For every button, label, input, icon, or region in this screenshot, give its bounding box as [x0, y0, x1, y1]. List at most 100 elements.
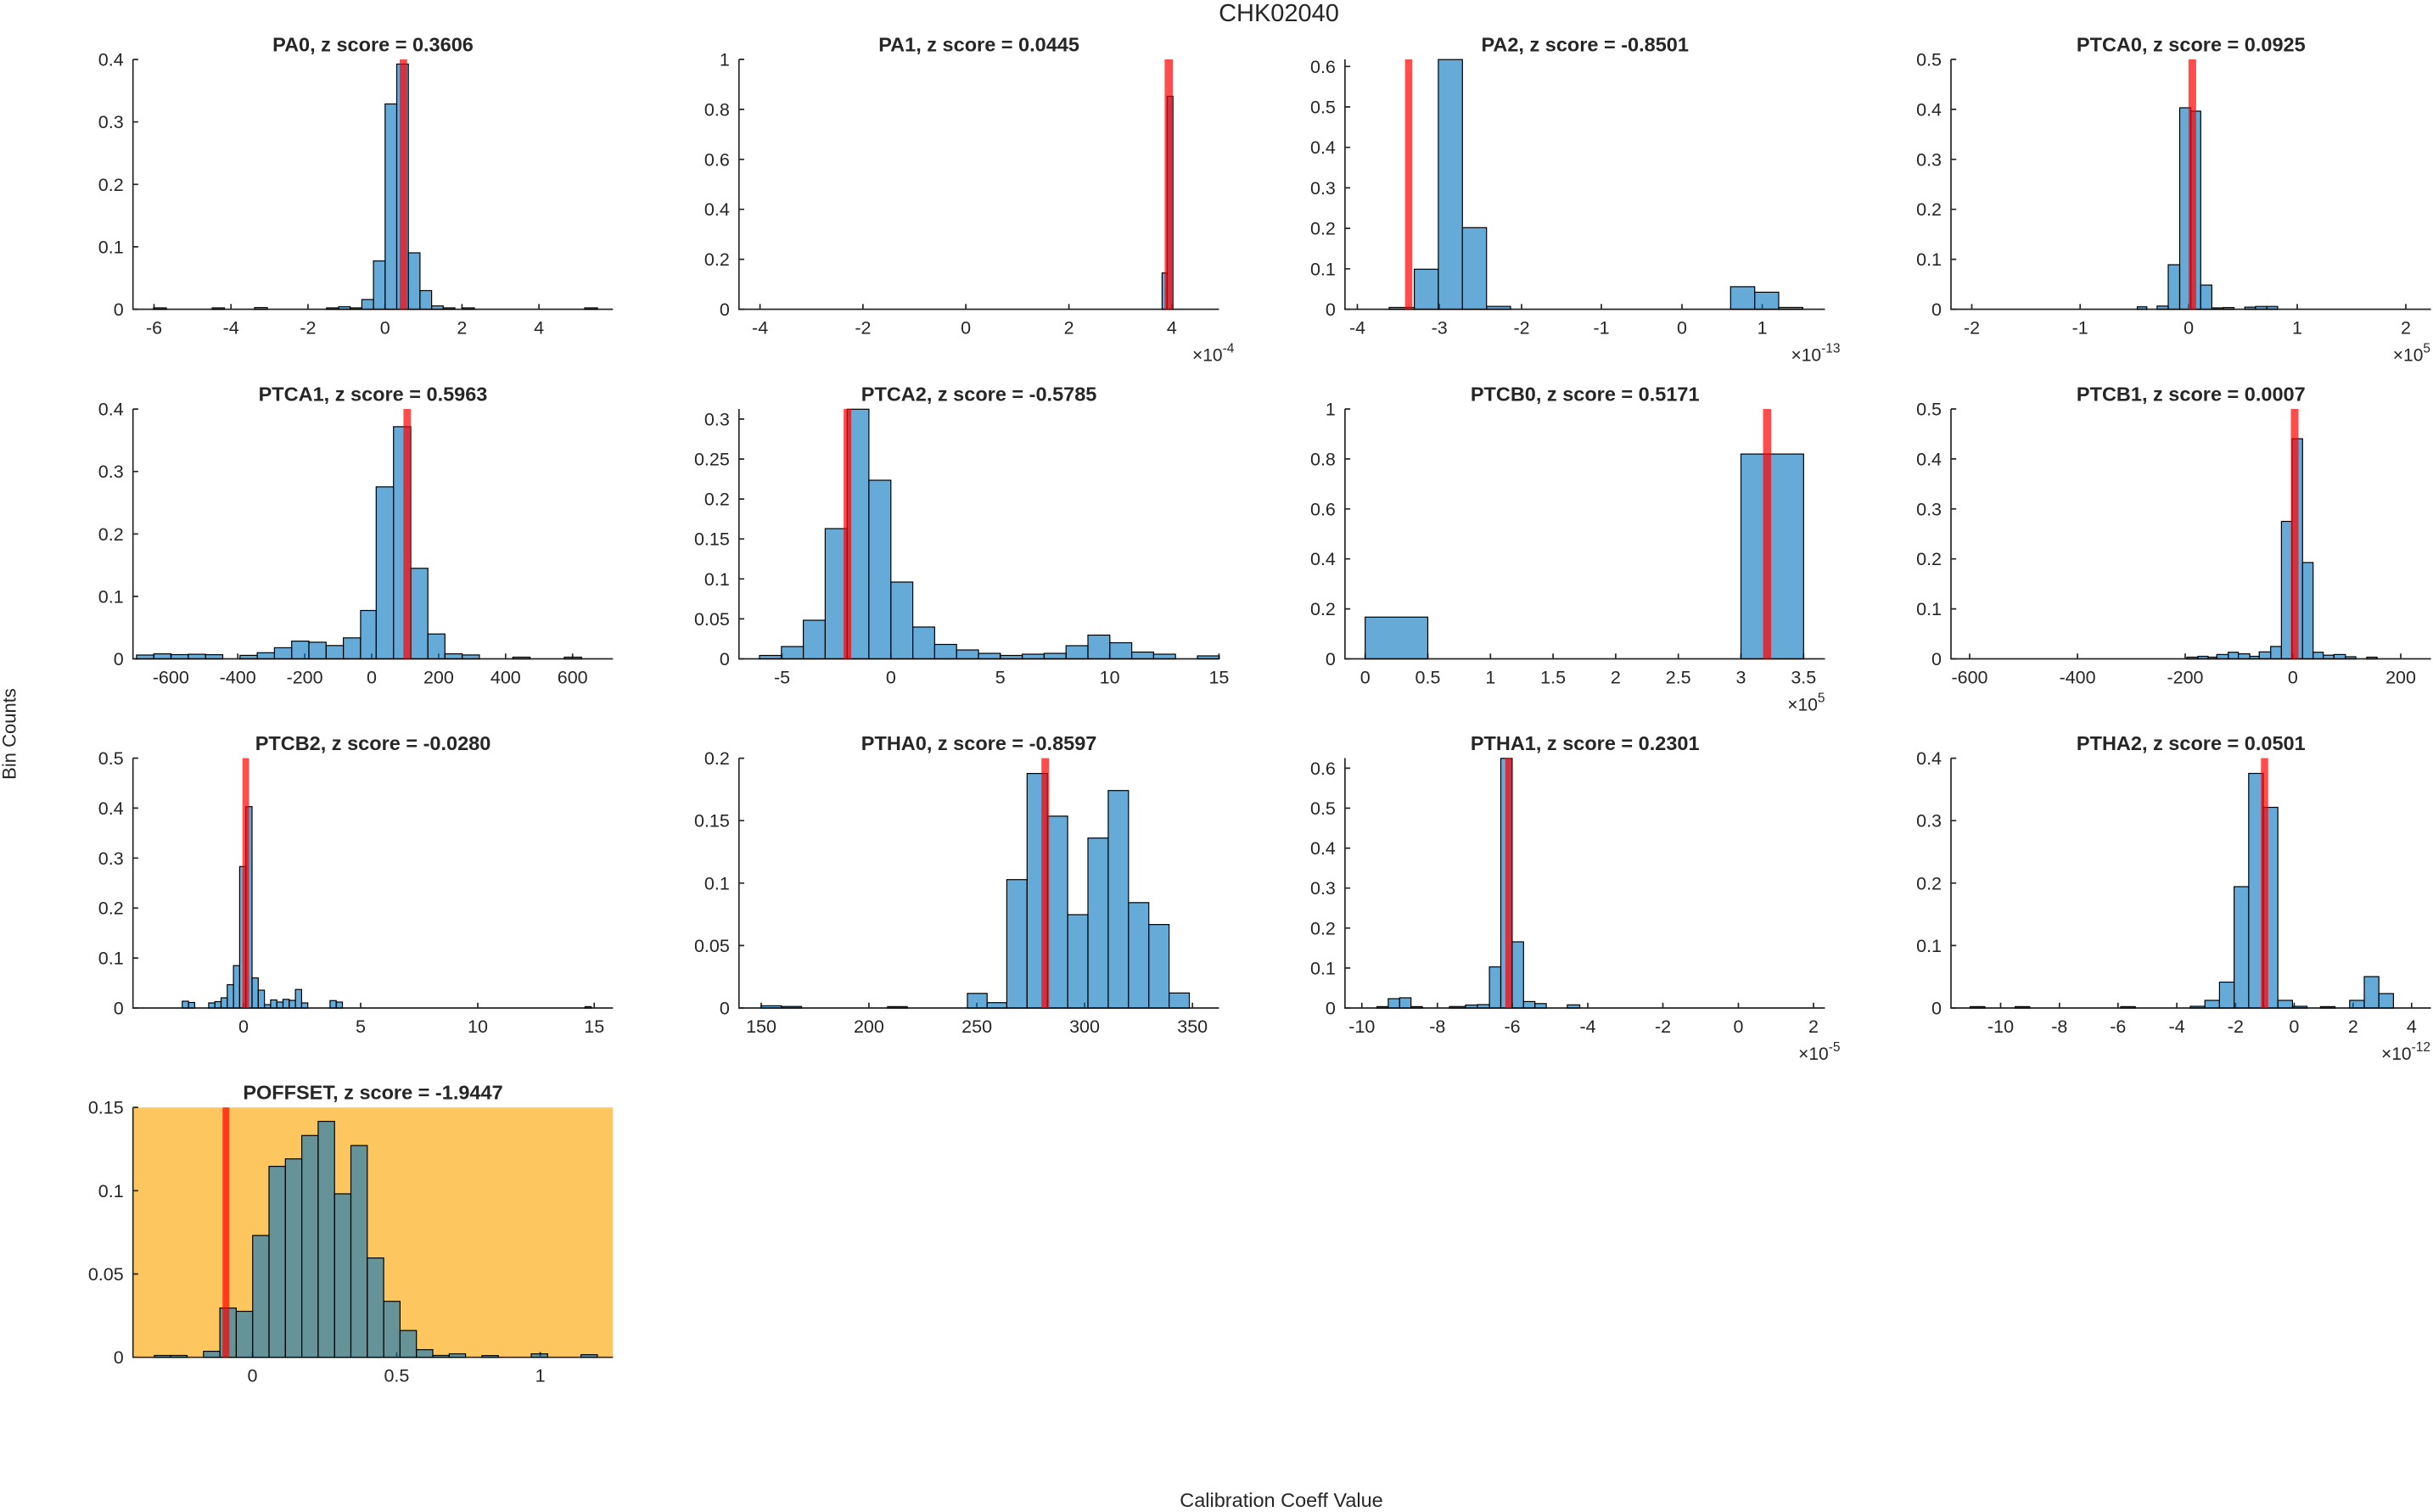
svg-text:0: 0 [1734, 1016, 1744, 1037]
svg-text:-200: -200 [287, 668, 323, 688]
svg-text:250: 250 [961, 1016, 992, 1037]
svg-text:2: 2 [2348, 1016, 2358, 1037]
svg-text:0: 0 [1677, 318, 1687, 339]
svg-text:2: 2 [1064, 318, 1074, 339]
svg-text:0: 0 [114, 649, 124, 669]
svg-text:PTHA1, z score = 0.2301: PTHA1, z score = 0.2301 [1471, 732, 1700, 754]
svg-text:-5: -5 [774, 668, 790, 688]
svg-text:0.2: 0.2 [98, 524, 124, 545]
svg-text:600: 600 [558, 668, 588, 688]
svg-text:2.5: 2.5 [1666, 668, 1691, 688]
svg-text:0.4: 0.4 [1916, 99, 1942, 120]
svg-text:0: 0 [1931, 300, 1942, 320]
svg-text:0.3: 0.3 [1310, 178, 1336, 199]
svg-text:0: 0 [114, 1347, 124, 1368]
svg-text:0.5: 0.5 [98, 748, 124, 769]
svg-text:1: 1 [535, 1366, 546, 1386]
svg-text:0.15: 0.15 [88, 1098, 124, 1118]
svg-text:Bin Counts: Bin Counts [0, 688, 20, 780]
svg-text:0.15: 0.15 [694, 811, 730, 832]
svg-text:0.4: 0.4 [1310, 549, 1336, 569]
svg-text:PTCA1, z score = 0.5963: PTCA1, z score = 0.5963 [259, 384, 488, 406]
svg-text:2: 2 [1808, 1016, 1819, 1037]
svg-text:0.3: 0.3 [1916, 811, 1942, 832]
svg-text:-2: -2 [855, 318, 871, 339]
svg-text:1: 1 [720, 50, 730, 70]
svg-text:2: 2 [2401, 318, 2411, 339]
svg-text:-2: -2 [2228, 1016, 2244, 1037]
svg-text:0: 0 [720, 649, 730, 669]
svg-text:0.2: 0.2 [704, 748, 730, 769]
svg-text:0.2: 0.2 [98, 899, 124, 919]
svg-text:10: 10 [468, 1016, 488, 1037]
svg-text:Calibration Coeff Value: Calibration Coeff Value [1180, 1489, 1383, 1508]
svg-text:200: 200 [2385, 668, 2416, 688]
svg-text:0.2: 0.2 [1310, 219, 1336, 239]
svg-text:-1: -1 [2072, 318, 2088, 339]
svg-text:0: 0 [961, 318, 971, 339]
svg-text:0: 0 [367, 668, 377, 688]
svg-text:0.05: 0.05 [694, 936, 730, 956]
svg-text:PTCA0, z score = 0.0925: PTCA0, z score = 0.0925 [2077, 34, 2306, 56]
svg-text:0.1: 0.1 [1310, 958, 1336, 978]
svg-text:0.25: 0.25 [694, 450, 730, 470]
svg-text:15: 15 [1208, 668, 1229, 688]
svg-text:-2: -2 [1964, 318, 1980, 339]
svg-text:0.1: 0.1 [1916, 249, 1942, 270]
svg-text:0.3: 0.3 [1916, 149, 1942, 170]
svg-text:0.2: 0.2 [704, 490, 730, 510]
svg-text:-400: -400 [220, 668, 256, 688]
svg-text:0.6: 0.6 [1310, 57, 1336, 77]
svg-text:0.6: 0.6 [1310, 759, 1336, 779]
svg-text:0.1: 0.1 [704, 569, 730, 590]
svg-text:CHK02040: CHK02040 [1219, 0, 1339, 27]
svg-text:0.2: 0.2 [1916, 199, 1942, 220]
svg-text:0.05: 0.05 [694, 609, 730, 630]
svg-text:1: 1 [2292, 318, 2302, 339]
svg-text:PTHA2, z score = 0.0501: PTHA2, z score = 0.0501 [2077, 732, 2306, 754]
svg-text:0.1: 0.1 [98, 1181, 124, 1201]
svg-text:PTCB1, z score = 0.0007: PTCB1, z score = 0.0007 [2077, 384, 2306, 406]
svg-text:0: 0 [2184, 318, 2194, 339]
svg-text:0: 0 [114, 999, 124, 1019]
svg-text:0.2: 0.2 [98, 175, 124, 195]
svg-text:-4: -4 [223, 318, 239, 339]
svg-text:15: 15 [584, 1016, 604, 1037]
svg-text:×10-5: ×10-5 [1798, 1040, 1840, 1064]
svg-text:-10: -10 [1348, 1016, 1375, 1037]
svg-text:10: 10 [1100, 668, 1120, 688]
svg-text:0: 0 [380, 318, 390, 339]
svg-text:1.5: 1.5 [1540, 668, 1566, 688]
svg-text:0.4: 0.4 [704, 199, 730, 220]
svg-text:0.2: 0.2 [1916, 549, 1942, 569]
svg-text:-10: -10 [1987, 1016, 2014, 1037]
svg-text:0.5: 0.5 [1416, 668, 1441, 688]
svg-text:-600: -600 [153, 668, 189, 688]
svg-text:0.5: 0.5 [1916, 50, 1942, 70]
svg-text:-2: -2 [1655, 1016, 1671, 1037]
svg-text:0.1: 0.1 [1916, 936, 1942, 956]
svg-text:0.5: 0.5 [384, 1366, 409, 1386]
svg-text:0.4: 0.4 [1310, 838, 1336, 859]
svg-text:0.8: 0.8 [704, 99, 730, 120]
svg-text:1: 1 [1485, 668, 1495, 688]
svg-text:POFFSET, z score = -1.9447: POFFSET, z score = -1.9447 [243, 1082, 502, 1104]
svg-text:0.4: 0.4 [1916, 449, 1942, 469]
svg-text:0.1: 0.1 [1916, 599, 1942, 619]
svg-text:0.4: 0.4 [98, 50, 124, 70]
svg-text:-4: -4 [2169, 1016, 2185, 1037]
svg-text:PA1, z score = 0.0445: PA1, z score = 0.0445 [878, 34, 1079, 56]
svg-text:-1: -1 [1593, 318, 1609, 339]
svg-text:0.1: 0.1 [98, 586, 124, 607]
svg-text:0.4: 0.4 [1916, 748, 1942, 769]
svg-text:2: 2 [457, 318, 467, 339]
svg-text:400: 400 [491, 668, 521, 688]
svg-text:0.1: 0.1 [98, 949, 124, 969]
svg-text:0: 0 [1326, 300, 1336, 320]
svg-text:3.5: 3.5 [1791, 668, 1816, 688]
svg-text:5: 5 [995, 668, 1006, 688]
svg-text:0.3: 0.3 [704, 409, 730, 429]
svg-text:300: 300 [1069, 1016, 1100, 1037]
svg-text:1: 1 [1757, 318, 1768, 339]
svg-text:0: 0 [720, 300, 730, 320]
